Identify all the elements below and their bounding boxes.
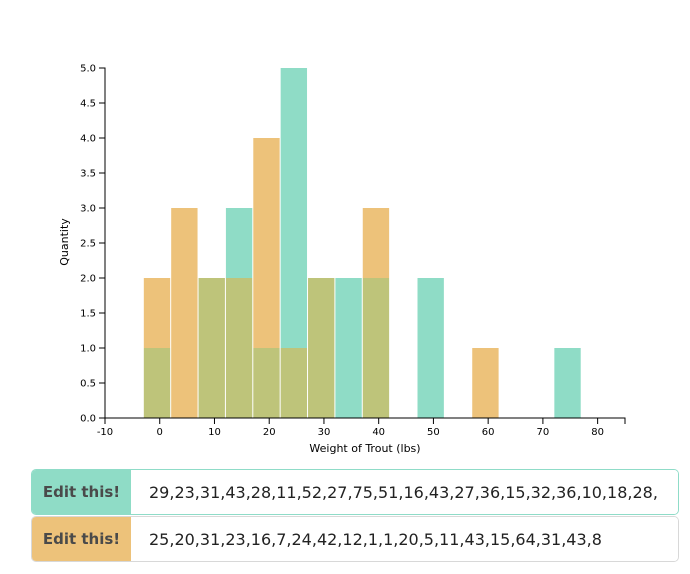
- series-2-input-row: Edit this!: [31, 516, 679, 562]
- x-tick-label: -10: [97, 427, 113, 438]
- series-2-edit-label: Edit this!: [32, 517, 131, 561]
- x-axis-line: [104, 417, 626, 424]
- bin-0-overlap-bar: [143, 348, 171, 418]
- x-tick-label: 60: [482, 427, 495, 438]
- y-tick-label: 4.0: [80, 134, 96, 145]
- bin-12-bar: [472, 348, 499, 418]
- y-tick-label: 3.0: [80, 204, 96, 215]
- bin-15-bar: [554, 348, 581, 418]
- y-tick-label: 0.5: [80, 379, 96, 390]
- bin-3-bar: [225, 208, 253, 278]
- x-tick-label: 70: [537, 427, 550, 438]
- x-tick-label: 10: [208, 427, 221, 438]
- y-tick-label: 3.5: [80, 169, 96, 180]
- series-1-data-input[interactable]: [131, 470, 678, 514]
- series-1-edit-label: Edit this!: [32, 470, 131, 514]
- x-tick-label: 80: [591, 427, 604, 438]
- bin-4-overlap-bar: [253, 348, 280, 418]
- y-axis-label: Quantity: [58, 218, 71, 266]
- bin-5-overlap-bar: [280, 348, 308, 418]
- y-tick-label: 1.0: [80, 344, 96, 355]
- bin-7-bar: [335, 278, 362, 418]
- y-tick-label: 1.5: [80, 309, 96, 320]
- y-tick-label: 2.5: [80, 239, 96, 250]
- y-tick-label: 4.5: [80, 99, 96, 110]
- bin-4-bar: [253, 138, 280, 348]
- bin-6-overlap-bar: [308, 278, 335, 418]
- x-tick-label: 40: [372, 427, 385, 438]
- bin-0-bar: [143, 278, 171, 348]
- series-2-data-input[interactable]: [131, 517, 678, 561]
- series-1-input-row: Edit this!: [31, 469, 679, 515]
- y-axis: 0.0 0.5 1.0 1.5 2.0 2.5 3.0 3.5 4.0 4.5 5.0: [80, 64, 106, 425]
- histogram-chart: -10 0 10 20 30 40 50 60 70 80 0.0 0.5 1.0 1.5 2.0 2.5 3…: [58, 64, 626, 455]
- x-tick-label: 30: [318, 427, 331, 438]
- bin-10-bar: [417, 278, 444, 418]
- bin-8-bar: [362, 208, 390, 278]
- bin-3-overlap-bar: [225, 278, 253, 418]
- x-axis: -10 0 10 20 30 40 50 60 70 80: [97, 417, 626, 438]
- x-axis-label: Weight of Trout (lbs): [309, 442, 420, 455]
- x-tick-label: 20: [263, 427, 276, 438]
- bin-5-bar: [280, 68, 308, 348]
- bin-2-overlap-bar: [198, 278, 225, 418]
- y-tick-label: 0.0: [80, 414, 96, 425]
- bin-1-bar: [171, 208, 198, 418]
- y-tick-label: 2.0: [80, 274, 96, 285]
- x-tick-label: 0: [157, 427, 163, 438]
- histogram-bars: [143, 68, 581, 418]
- x-tick-label: 50: [427, 427, 440, 438]
- bin-8-overlap-bar: [362, 278, 390, 418]
- y-tick-label: 5.0: [80, 64, 96, 75]
